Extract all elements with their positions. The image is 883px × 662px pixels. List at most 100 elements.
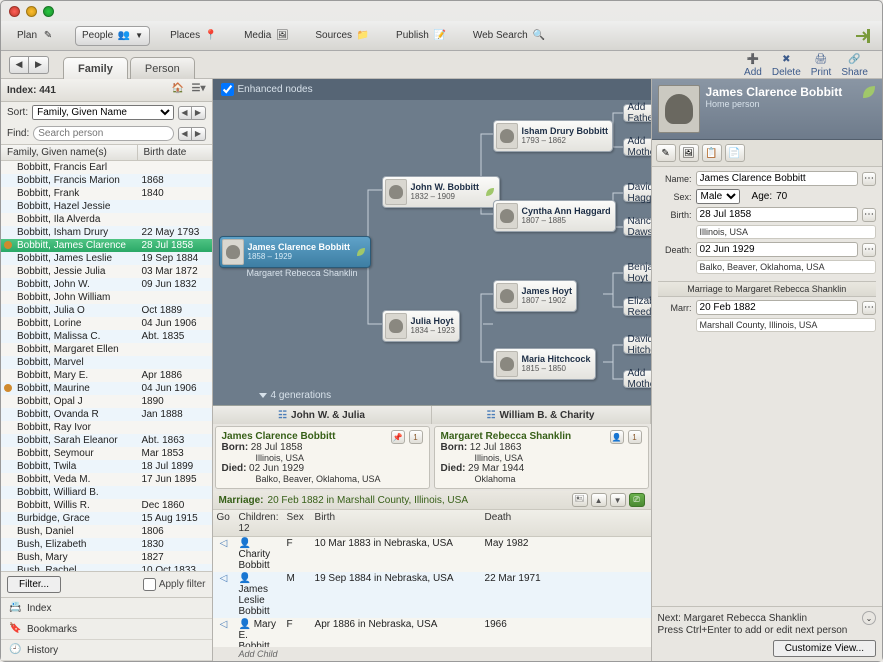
sort-prev[interactable]: ◀ — [178, 106, 192, 120]
plan-button[interactable]: Plan✎ — [11, 27, 61, 45]
minimize-window-button[interactable] — [26, 6, 37, 17]
death-input[interactable] — [696, 242, 858, 257]
sort-select[interactable]: Family, Given Name — [32, 105, 173, 120]
list-item[interactable]: Bobbitt, John William — [1, 291, 212, 304]
more-icon[interactable]: ⋯ — [862, 208, 876, 222]
list-item[interactable]: Bobbitt, James Clarence28 Jul 1858 — [1, 239, 212, 252]
media-button[interactable]: Media🖼 — [238, 27, 295, 45]
marr-place[interactable]: Marshall County, Illinois, USA — [696, 318, 876, 332]
marr-btn-4[interactable]: ⎚ — [629, 493, 645, 507]
next-person[interactable]: Margaret Rebecca Shanklin — [684, 613, 807, 624]
print-button[interactable]: 🖨Print — [811, 51, 832, 78]
pin-icon[interactable]: 📌 — [391, 430, 405, 444]
wife-card[interactable]: 👤1 Margaret Rebecca Shanklin Born: 12 Ju… — [434, 426, 649, 489]
list-item[interactable]: Bobbitt, Malissa C.Abt. 1835 — [1, 330, 212, 343]
sort-next[interactable]: ▶ — [192, 106, 206, 120]
tree-node[interactable]: John W. Bobbitt1832 – 1909 — [382, 176, 500, 208]
marr-btn-2[interactable]: ▲ — [591, 493, 607, 507]
col-date[interactable]: Birth date — [138, 145, 212, 160]
add-child[interactable]: Add Child — [213, 647, 651, 661]
btab-index[interactable]: 📇Index — [1, 598, 212, 619]
list-item[interactable]: Bobbitt, Jessie Julia03 Mar 1872 — [1, 265, 212, 278]
children-list[interactable]: ◁👤 Charity BobbittF10 Mar 1883 in Nebras… — [213, 537, 651, 647]
list-item[interactable]: Bobbitt, Hazel Jessie — [1, 200, 212, 213]
tree-small-node[interactable]: Nancy Dawson — [623, 218, 651, 236]
add-button[interactable]: ➕Add — [744, 51, 762, 78]
places-button[interactable]: Places📍 — [164, 27, 224, 45]
marr-btn-1[interactable]: 🖭 — [572, 493, 588, 507]
people-button[interactable]: People👥▼ — [75, 26, 150, 46]
enhanced-checkbox[interactable] — [221, 83, 234, 96]
spouse-label[interactable]: Margaret Rebecca Shanklin — [247, 268, 358, 278]
btab-history[interactable]: 🕘History — [1, 640, 212, 661]
person-icon[interactable]: 👤 — [610, 430, 624, 444]
chevron-down-icon[interactable]: ⌄ — [862, 611, 876, 625]
list-item[interactable]: Bush, Daniel1806 — [1, 525, 212, 538]
list-item[interactable]: Bobbitt, Francis Earl — [1, 161, 212, 174]
sync-icon[interactable] — [854, 27, 872, 45]
detail-tab-edit[interactable]: ✎ — [656, 144, 676, 162]
birth-place[interactable]: Illinois, USA — [696, 225, 876, 239]
list-item[interactable]: Bobbitt, Maurine04 Jun 1906 — [1, 382, 212, 395]
more-icon[interactable]: ⋯ — [862, 301, 876, 315]
sources-button[interactable]: Sources📁 — [309, 27, 376, 45]
tree-node[interactable]: Isham Drury Bobbitt1793 – 1862 — [493, 120, 614, 152]
list-item[interactable]: Bobbitt, Willis R.Dec 1860 — [1, 499, 212, 512]
btab-bookmarks[interactable]: 🔖Bookmarks — [1, 619, 212, 640]
list-item[interactable]: Burbidge, Grace15 Aug 1915 — [1, 512, 212, 525]
col-name[interactable]: Family, Given name(s) — [1, 145, 138, 160]
parents-head-right[interactable]: ☷William B. & Charity — [432, 406, 651, 424]
tab-person[interactable]: Person — [130, 57, 195, 79]
marr-btn-3[interactable]: ▼ — [610, 493, 626, 507]
list-item[interactable]: Bobbitt, Twila18 Jul 1899 — [1, 460, 212, 473]
detail-tab-media[interactable]: 🖼 — [679, 144, 699, 162]
tree-node[interactable]: Maria Hitchcock1815 – 1850 — [493, 348, 596, 380]
close-window-button[interactable] — [9, 6, 20, 17]
tree-small-node[interactable]: David Haggard — [623, 184, 651, 202]
husband-card[interactable]: 📌1 James Clarence Bobbitt Born: 28 Jul 1… — [215, 426, 430, 489]
columns-icon[interactable]: ☰▾ — [192, 83, 206, 97]
list-item[interactable]: Bobbitt, James Leslie19 Sep 1884 — [1, 252, 212, 265]
child-row[interactable]: ◁👤 Charity BobbittF10 Mar 1883 in Nebras… — [213, 537, 651, 572]
list-item[interactable]: Bobbitt, Lorine04 Jun 1906 — [1, 317, 212, 330]
list-item[interactable]: Bobbitt, Ray Ivor — [1, 421, 212, 434]
publish-button[interactable]: Publish📝 — [390, 27, 453, 45]
list-item[interactable]: Bobbitt, Williard B. — [1, 486, 212, 499]
find-next[interactable]: ▶ — [192, 127, 206, 141]
list-item[interactable]: Bush, Mary1827 — [1, 551, 212, 564]
tree-node[interactable]: James Hoyt1807 – 1902 — [493, 280, 578, 312]
customize-view-button[interactable]: Customize View... — [773, 640, 876, 657]
tree-small-node[interactable]: Elizabeth Reed — [623, 298, 651, 316]
child-row[interactable]: ◁👤 Mary E. BobbittFApr 1886 in Nebraska,… — [213, 618, 651, 647]
list-item[interactable]: Bobbitt, Margaret Ellen — [1, 343, 212, 356]
more-icon[interactable]: ⋯ — [862, 172, 876, 186]
websearch-button[interactable]: Web Search🔍 — [467, 27, 552, 45]
share-button[interactable]: 🔗Share — [841, 51, 868, 78]
detail-tab-notes[interactable]: 📋 — [702, 144, 722, 162]
tree-small-node[interactable]: Add Father — [623, 104, 651, 122]
list-item[interactable]: Bush, Elizabeth1830 — [1, 538, 212, 551]
list-item[interactable]: Bobbitt, SeymourMar 1853 — [1, 447, 212, 460]
detail-avatar[interactable] — [658, 85, 700, 133]
death-place[interactable]: Balko, Beaver, Oklahoma, USA — [696, 260, 876, 274]
filter-button[interactable]: Filter... — [7, 576, 61, 593]
focus-node[interactable]: James Clarence Bobbitt1858 – 1929 — [219, 236, 372, 268]
name-input[interactable] — [696, 171, 858, 186]
list-item[interactable]: Bobbitt, Veda M.17 Jun 1895 — [1, 473, 212, 486]
birth-input[interactable] — [696, 207, 858, 222]
list-item[interactable]: Bobbitt, Ila Alverda — [1, 213, 212, 226]
zoom-window-button[interactable] — [43, 6, 54, 17]
pedigree-tree[interactable]: James Clarence Bobbitt1858 – 1929 Margar… — [213, 100, 651, 405]
delete-button[interactable]: ✖Delete — [772, 51, 801, 78]
list-item[interactable]: Bobbitt, Ovanda RJan 1888 — [1, 408, 212, 421]
tree-small-node[interactable]: Add Mother — [623, 138, 651, 156]
list-item[interactable]: Bobbitt, Mary E.Apr 1886 — [1, 369, 212, 382]
tree-node[interactable]: Julia Hoyt1834 – 1923 — [382, 310, 461, 342]
list-item[interactable]: Bush, Rachel10 Oct 1833 — [1, 564, 212, 571]
forward-button[interactable]: ▶ — [29, 56, 49, 74]
list-item[interactable]: Bobbitt, Sarah EleanorAbt. 1863 — [1, 434, 212, 447]
back-button[interactable]: ◀ — [9, 56, 29, 74]
marr-input[interactable] — [696, 300, 858, 315]
list-item[interactable]: Bobbitt, Julia OOct 1889 — [1, 304, 212, 317]
child-row[interactable]: ◁👤 James Leslie BobbittM19 Sep 1884 in N… — [213, 572, 651, 618]
